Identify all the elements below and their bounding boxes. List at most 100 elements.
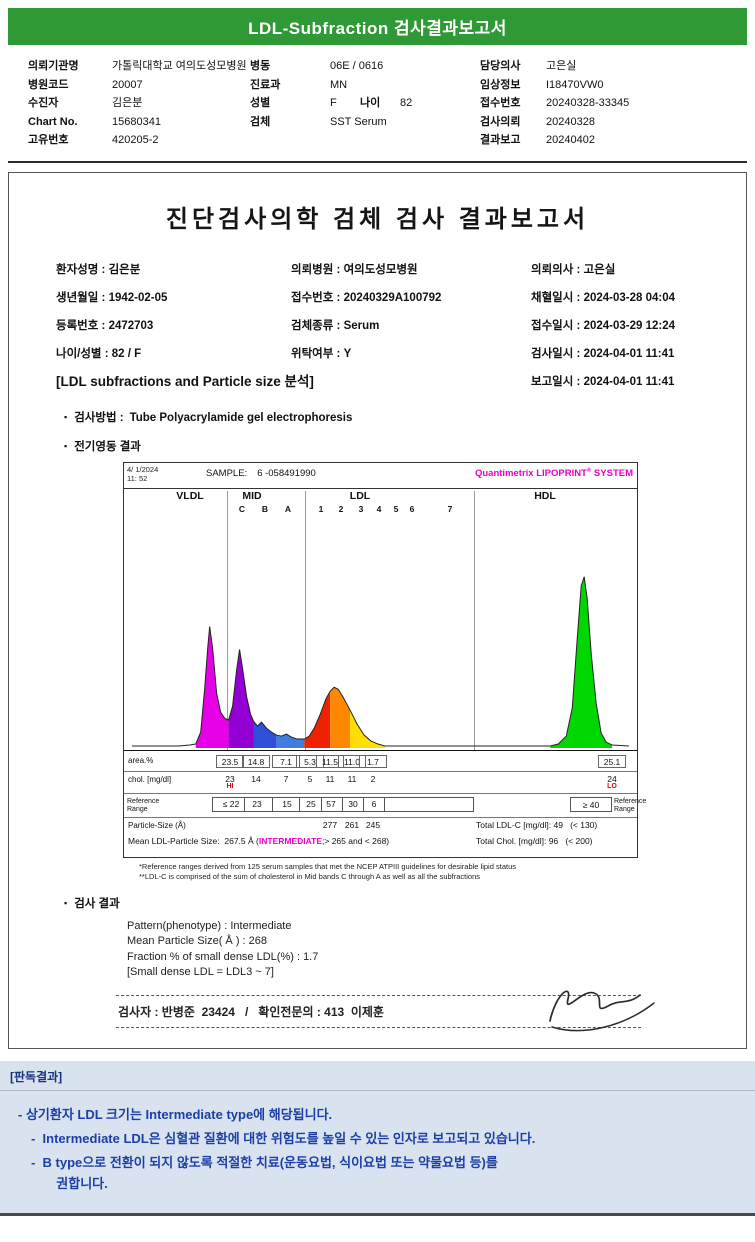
patient-field: 접수번호 : 20240329A100792 [291, 291, 442, 304]
patient-field: 나이/성별 : 82 / F [56, 347, 142, 360]
meta-value: 김은분 [112, 97, 143, 109]
reference-range-label-right: Reference Range [614, 797, 647, 813]
area-row-label: area.% [128, 755, 154, 765]
reference-range-label-left: Reference Range [127, 797, 160, 813]
bullet-icon: ▪ [64, 897, 68, 908]
chol-value: 23 [225, 773, 235, 784]
chol-value: 11 [325, 773, 335, 784]
particle-size-value: 261 [344, 819, 360, 830]
ref-separator [384, 797, 385, 811]
ref-cell: 23 [252, 798, 262, 809]
report-heading: 진단검사의학 검체 검사 결과보고서 [165, 205, 590, 233]
lane-label-mid: MID [242, 489, 262, 502]
chart-date: 4/ 1/2024 [127, 464, 159, 474]
meta-row: 병원코드 20007 [28, 76, 250, 95]
meta-value: F [330, 97, 337, 109]
trace-segment-vldl [195, 626, 229, 748]
patient-field: 의뢰의사 : 고은실 [531, 263, 616, 276]
meta-value: 20007 [112, 78, 143, 91]
chol-value: 5 [307, 773, 313, 784]
area-value: 23.5 [216, 754, 244, 768]
method-value: Tube Polyacrylamide gel electrophoresis [129, 411, 353, 424]
interpretation-section: [판독결과] - 상기환자 LDL 크기는 Intermediate type에… [0, 1060, 755, 1216]
lane-sublabel-4: 4 [376, 503, 382, 514]
meta-value: 20240402 [546, 134, 595, 146]
area-value: 11.0 [338, 754, 366, 768]
method-row: ▪ 검사방법 : Tube Polyacrylamide gel electroph… [64, 409, 746, 425]
patient-field: 보고일시 : 2024-04-01 11:41 [531, 375, 675, 388]
reference-range-hdl-box: ≥ 40 [570, 796, 612, 812]
dashed-divider [116, 994, 641, 996]
lane-sublabel-7: 7 [447, 503, 453, 514]
meta-label: 접수번호 [480, 97, 521, 109]
ref-separator [321, 797, 322, 811]
mean-classification: INTERMEDIATE [258, 835, 323, 846]
lane-label-ldl: LDL [349, 489, 371, 502]
bullet-icon: ▪ [64, 440, 68, 451]
meta-label: 나이 [360, 97, 381, 109]
meta-label: 성별 [250, 97, 271, 109]
lane-divider [305, 490, 306, 751]
meta-label: 수진자 [28, 97, 59, 109]
registered-icon: ® [586, 467, 592, 474]
interpretation-body: - 상기환자 LDL 크기는 Intermediate type에 해당됩니다.… [0, 1091, 755, 1213]
cholesterol-row: chol. [mg/dl] 23 14 7 5 11 11 2 24 HI LO [124, 770, 637, 793]
brand-logo: Quantimetrix LIPOPRINT® SYSTEM [474, 467, 633, 479]
trace-svg [131, 576, 630, 748]
meta-label: 병원코드 [28, 78, 69, 91]
patient-field: 환자성명 : 김은분 [56, 263, 141, 276]
ref-cell: 30 [348, 798, 358, 809]
signature-icon [549, 990, 655, 1031]
lane-sublabel-5: 5 [393, 503, 399, 514]
total-ldl-c: Total LDL-C [mg/dl]: 49 (< 130) [476, 819, 598, 830]
report-page: LDL-Subfraction 검사결과보고서 의뢰기관명 가톨릭대학교 여의도성… [0, 8, 755, 1216]
result-line: Mean Particle Size( Å ) : 268 [127, 935, 268, 947]
footnote: **LDL-C is comprised of the sum of chole… [139, 871, 481, 881]
interpretation-line: - B type으로 전환이 되지 않도록 적절한 치료(운동요법, 식이요법 … [31, 1154, 498, 1191]
meta-row: 결과보고 20240402 [480, 131, 745, 150]
meta-label: 진료과 [250, 78, 281, 91]
interpretation-heading: [판독결과] [0, 1061, 755, 1091]
densitogram-plot [124, 518, 637, 751]
lane-divider [227, 490, 228, 751]
meta-value: 82 [400, 97, 413, 109]
page-title: LDL-Subfraction 검사결과보고서 [248, 19, 507, 38]
meta-label: 결과보고 [480, 134, 521, 146]
total-cholesterol: Total Chol. [mg/dl]: 96 (< 200) [476, 835, 593, 846]
meta-row: 접수번호 20240328-33345 [480, 94, 745, 113]
mean-particle-size-row: Mean LDL-Particle Size: 267.5 Å (INTERME… [124, 832, 637, 858]
result-line: Fraction % of small dense LDL(%) : 1.7 [127, 950, 319, 963]
ref-separator [244, 797, 245, 811]
lane-sublabel-c: C [238, 503, 246, 514]
meta-value: 20240328-33345 [546, 97, 630, 109]
meta-row: 담당의사 고은실 [480, 57, 745, 76]
flag-lo: LO [607, 782, 617, 790]
meta-value: I18470VW0 [546, 78, 604, 91]
lane-label-hdl: HDL [534, 489, 556, 502]
meta-value: 15680341 [112, 115, 161, 128]
chart-time: 11: 52 [127, 473, 148, 483]
lipoprint-chart: 4/ 1/2024 11: 52 SAMPLE: 6 -058491990 Qua… [123, 461, 646, 858]
patient-info: 환자성명 : 김은분 의뢰병원 : 여의도성모병원 의뢰의사 : 고은실 생년월… [56, 256, 736, 396]
meta-value: 고은실 [546, 60, 577, 72]
lane-sublabel-6: 6 [409, 503, 415, 514]
footnote: *Reference ranges derived from 125 serum… [139, 861, 516, 871]
ref-cell: 6 [371, 798, 377, 809]
area-value: 14.8 [242, 754, 270, 768]
meta-row: 의뢰기관명 가톨릭대학교 여의도성모병원 [28, 57, 250, 76]
meta-row: 수진자 김은분 [28, 94, 250, 113]
area-value-hdl: 25.1 [598, 754, 626, 768]
sample-value: 6 -058491990 [257, 467, 316, 479]
sign-block: 검사자 : 반병준 23424 / 확인전문의 : 413 이제훈 [116, 990, 655, 1031]
meta-row: 검사의뢰 20240328 [480, 113, 745, 132]
trace-segment-hdl [550, 576, 613, 748]
sample-label: SAMPLE: [206, 467, 248, 479]
bullet-icon: ▪ [64, 411, 68, 422]
meta-label: 임상정보 [480, 78, 521, 91]
patient-field: 접수일시 : 2024-03-29 12:24 [531, 319, 675, 332]
ref-separator [342, 797, 343, 811]
patient-field: 등록번호 : 2472703 [56, 319, 154, 332]
meta-label: Chart No. [28, 115, 78, 128]
chart-header: 4/ 1/2024 11: 52 SAMPLE: 6 -058491990 Qua… [124, 463, 637, 489]
